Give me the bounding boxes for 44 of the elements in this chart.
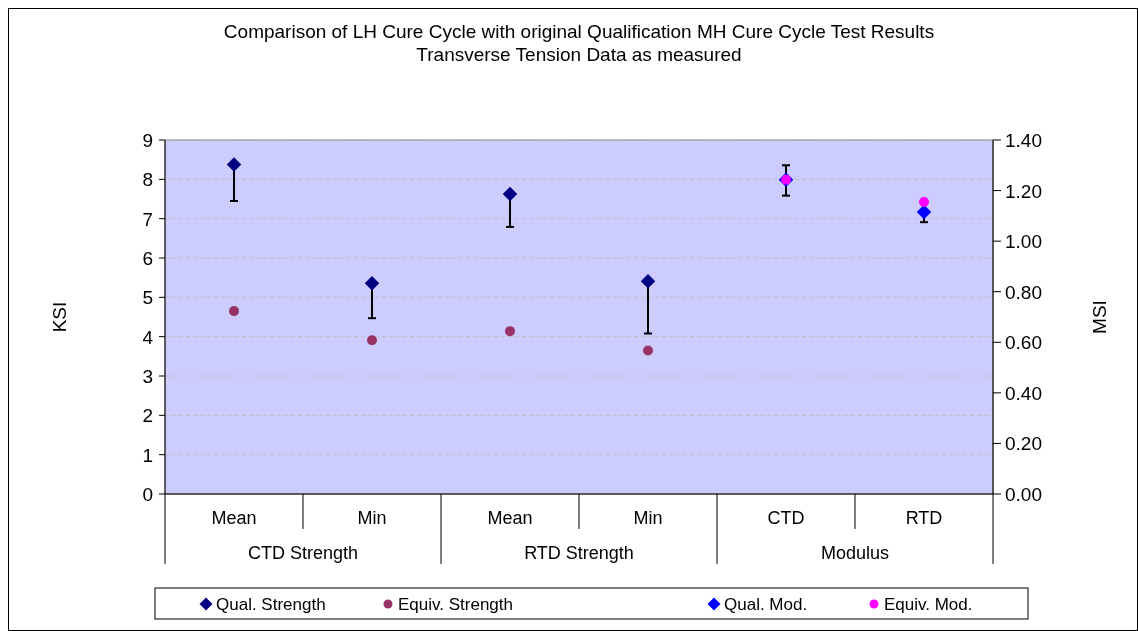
y-tick-label: 3: [142, 366, 153, 387]
y2-tick-label: 0.40: [1005, 382, 1042, 404]
y2-tick-label: 1.40: [1005, 130, 1042, 151]
y-tick-label: 6: [142, 248, 153, 269]
y-tick-label: 5: [142, 287, 153, 309]
point: [919, 196, 929, 207]
point: [364, 275, 380, 291]
text: Modulus: [820, 543, 890, 563]
y-tick-label: 9: [142, 130, 153, 151]
y2-tick-label: 0.80: [1005, 281, 1042, 303]
legend-label: Equiv. Mod.: [884, 595, 973, 614]
chart-title: Comparison of LH Cure Cycle with original Qualification MH Cure Cycle Test Results Transverse Tension Data as measured: [223, 21, 935, 65]
point: [367, 335, 377, 346]
y-tick-label: 2: [142, 405, 153, 427]
y-tick-label: 4: [142, 326, 154, 348]
point: [640, 273, 656, 289]
point: [643, 345, 653, 356]
y2-tick-label: 1.00: [1005, 231, 1042, 253]
y2-tick-label: 1.20: [1005, 180, 1042, 202]
x-tick-label: CTD: [767, 508, 805, 528]
point: [226, 157, 242, 172]
point: [505, 326, 515, 337]
x-tick-label: Mean: [487, 508, 533, 528]
legend-label: Equiv. Strength: [398, 595, 513, 614]
text: RTD Strength: [524, 543, 634, 563]
y2-axis-title: MSI: [1089, 300, 1110, 334]
text: CTD Strength: [247, 543, 359, 563]
legend-label: Qual. Strength: [216, 595, 326, 614]
x-tick-label: RTD: [905, 508, 943, 528]
point: [502, 186, 518, 202]
y-tick-label: 7: [142, 208, 153, 230]
y2-tick-label: 0.60: [1005, 332, 1042, 354]
y-axis-title: KSI: [49, 301, 70, 333]
y-tick-label: 0: [142, 484, 153, 505]
y2-tick-label: 0.00: [1005, 484, 1042, 505]
x-tick-label: Mean: [211, 508, 257, 528]
legend-label: Qual. Mod.: [724, 595, 808, 614]
y2-tick-label: 0.20: [1005, 433, 1042, 455]
y-tick-label: 1: [142, 444, 153, 466]
x-tick-label: Min: [357, 508, 387, 528]
x-tick-label: Min: [633, 508, 663, 528]
point: [916, 204, 932, 220]
point: [229, 306, 239, 317]
y-tick-label: 8: [142, 169, 153, 191]
